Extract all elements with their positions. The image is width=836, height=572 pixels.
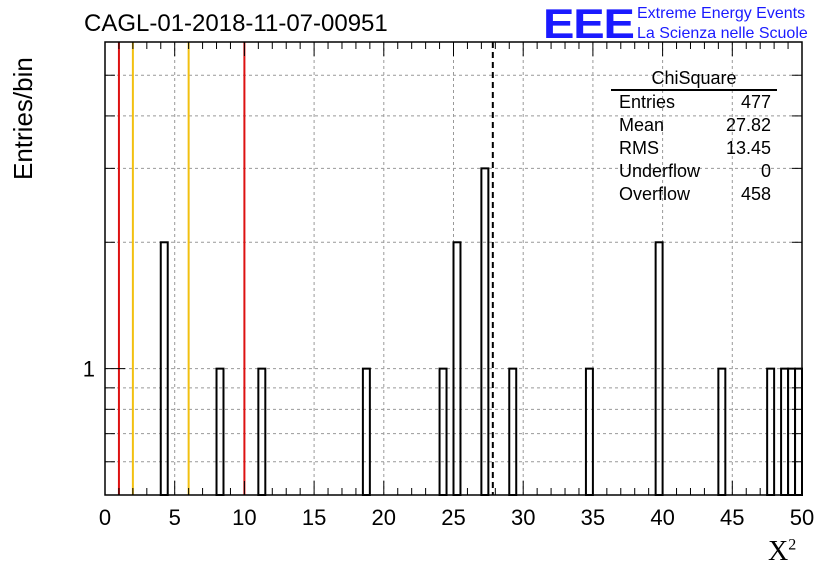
stats-row-overflow: Overflow 458 <box>611 183 777 206</box>
x-tick-label: 50 <box>790 505 814 530</box>
x-tick-label: 25 <box>441 505 465 530</box>
stats-box: ChiSquare Entries 477 Mean 27.82 RMS 13.45 … <box>611 68 777 206</box>
stats-value: 13.45 <box>725 138 771 158</box>
logo-line-1: Extreme Energy Events <box>637 5 806 22</box>
x-tick-label: 45 <box>720 505 744 530</box>
stats-box-title: ChiSquare <box>611 68 777 91</box>
x-tick-label: 20 <box>372 505 396 530</box>
stats-row-entries: Entries 477 <box>611 91 777 114</box>
stats-label: Mean <box>619 115 665 135</box>
stats-value: 477 <box>740 92 771 112</box>
y-tick-label: 1 <box>83 357 95 382</box>
stats-label: Underflow <box>619 161 701 181</box>
stats-label: Overflow <box>619 184 691 204</box>
y-axis-label: Entries/bin <box>8 57 38 180</box>
stats-row-rms: RMS 13.45 <box>611 137 777 160</box>
stats-value: 27.82 <box>725 115 771 135</box>
x-tick-label: 5 <box>169 505 181 530</box>
x-tick-label: 35 <box>581 505 605 530</box>
x-tick-label: 10 <box>232 505 256 530</box>
eee-logo: EEE <box>543 0 635 47</box>
stats-value: 458 <box>740 184 771 204</box>
stats-value: 0 <box>760 161 771 181</box>
x-tick-label: 0 <box>99 505 111 530</box>
logo-line-2: La Scienza nelle Scuole <box>637 25 808 42</box>
x-tick-label: 40 <box>650 505 674 530</box>
histogram-bar <box>480 167 490 497</box>
x-axis-label: X2 <box>768 536 796 568</box>
stats-row-mean: Mean 27.82 <box>611 114 777 137</box>
x-tick-label: 30 <box>511 505 535 530</box>
x-axis-label-text: X <box>768 536 789 567</box>
stats-row-underflow: Underflow 0 <box>611 160 777 183</box>
x-axis-label-sup: 2 <box>788 536 797 554</box>
chart-title: CAGL-01-2018-11-07-00951 <box>84 10 388 37</box>
x-tick-label: 15 <box>302 505 326 530</box>
stats-label: Entries <box>619 92 676 112</box>
stats-label: RMS <box>619 138 659 158</box>
